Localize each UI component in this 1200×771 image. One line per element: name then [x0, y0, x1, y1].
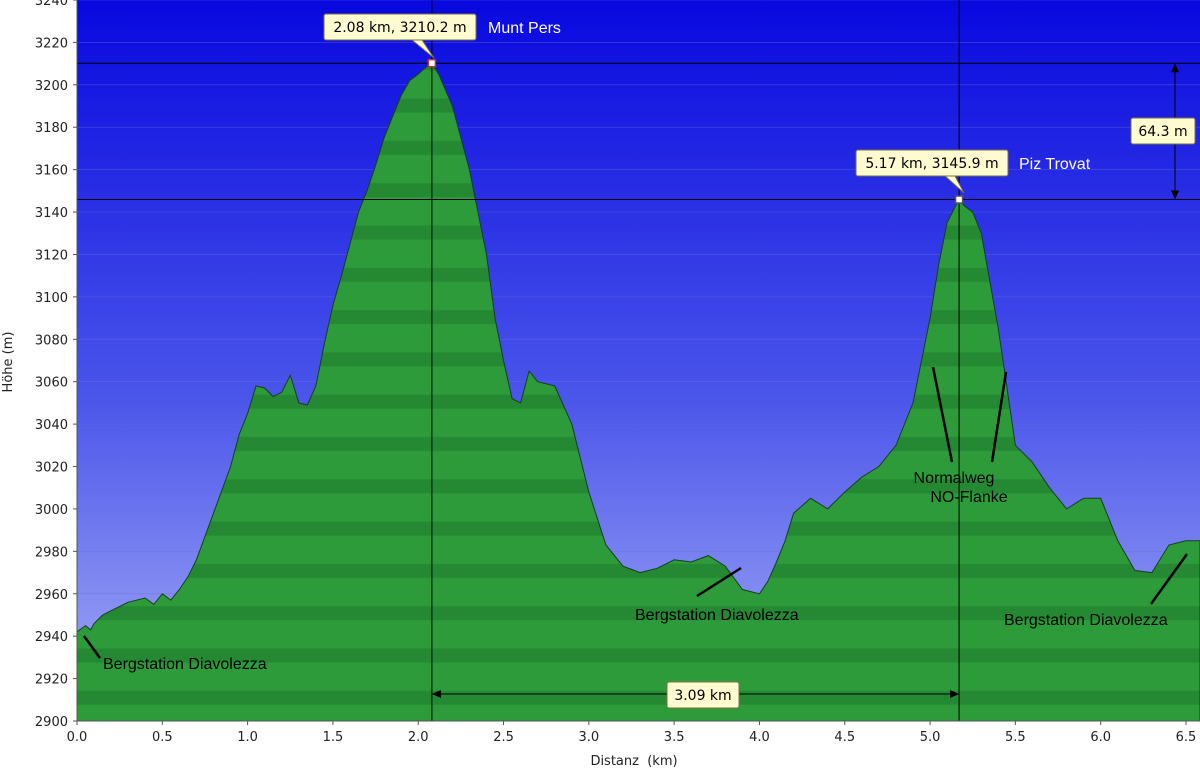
x-tick-label: 2.0 — [408, 730, 429, 745]
y-tick-label: 3120 — [35, 248, 68, 263]
y-tick-label: 2980 — [35, 545, 68, 560]
y-tick-label: 2920 — [35, 673, 68, 688]
x-tick-label: 0.5 — [152, 730, 173, 745]
x-tick-label: 4.0 — [749, 730, 770, 745]
callout-pointer — [943, 175, 965, 194]
x-tick-label: 5.5 — [1005, 730, 1026, 745]
x-tick-label: 2.5 — [493, 730, 514, 745]
annotation-bergstation-left: Bergstation Diavolezza — [103, 656, 267, 673]
marker-munt-pers-value: 2.08 km, 3210.2 m — [333, 20, 466, 36]
marker-piz-trovat: 5.17 km, 3145.9 m Piz Trovat — [855, 149, 1091, 204]
distance-label: 3.09 km — [674, 688, 731, 704]
marker-piz-trovat-point — [954, 195, 964, 204]
marker-piz-trovat-value: 5.17 km, 3145.9 m — [865, 156, 998, 172]
height-difference-measure: 64.3 m — [1130, 117, 1196, 145]
x-tick-label: 1.0 — [237, 730, 258, 745]
annotation-pointer-line — [1149, 553, 1189, 605]
y-tick-label: 2900 — [35, 715, 68, 730]
callout-pointer — [410, 39, 435, 59]
x-tick-label: 3.0 — [579, 730, 600, 745]
annotation-pointer-line — [990, 371, 1008, 463]
x-tick-label: 1.5 — [323, 730, 344, 745]
marker-munt-pers: 2.08 km, 3210.2 m Munt Pers — [323, 13, 561, 68]
arrowhead — [1171, 190, 1179, 200]
annotation-bergstation-middle: Bergstation Diavolezza — [635, 607, 799, 624]
annotation-pointers — [82, 366, 1189, 659]
marker-piz-trovat-name: Piz Trovat — [1019, 156, 1091, 173]
y-tick-label: 3020 — [35, 461, 68, 476]
height-difference-label-box — [1130, 117, 1196, 145]
arrowhead — [950, 690, 960, 698]
y-tick-labels: 2900 2920 2940 2960 2980 3000 3020 3040 3060 3080… — [35, 0, 77, 730]
annotation-normalweg: Normalweg — [914, 470, 995, 487]
x-tick-labels: 0.0 0.5 1.0 1.5 2.0 2.5 3.0 3.5 4.0 4.5 5.0 5.5 6.0 6… — [67, 721, 1197, 745]
marker-piz-trovat-callout — [855, 149, 1009, 177]
y-tick-label: 3140 — [35, 206, 68, 221]
annotation-pointer-line — [931, 366, 954, 463]
y-tick-label: 3220 — [35, 36, 68, 51]
y-tick-label: 2960 — [35, 588, 68, 603]
y-tick-label: 3240 — [35, 0, 68, 9]
y-tick-label: 3060 — [35, 376, 68, 391]
y-tick-label: 3040 — [35, 418, 68, 433]
y-tick-label: 3000 — [35, 503, 68, 518]
marker-munt-pers-name: Munt Pers — [488, 20, 561, 37]
height-difference-label: 64.3 m — [1138, 124, 1187, 140]
arrowhead — [431, 690, 441, 698]
y-tick-label: 2940 — [35, 630, 68, 645]
y-tick-label: 3200 — [35, 79, 68, 94]
elevation-area — [77, 62, 1200, 721]
x-tick-label: 6.0 — [1090, 730, 1111, 745]
distance-label-box — [666, 681, 740, 709]
annotation-pointer-line — [696, 566, 742, 598]
y-tick-label: 3180 — [35, 121, 68, 136]
annotation-no-flanke: NO-Flanke — [930, 489, 1007, 506]
annotation-pointer-line — [82, 635, 102, 659]
x-tick-label: 4.5 — [834, 730, 855, 745]
y-tick-label: 3100 — [35, 291, 68, 306]
arrowhead — [1171, 63, 1179, 73]
marker-munt-pers-callout — [323, 13, 477, 41]
x-axis-title: Distanz (km) — [590, 754, 677, 769]
x-tick-label: 0.0 — [67, 730, 88, 745]
annotation-bergstation-right: Bergstation Diavolezza — [1004, 612, 1168, 629]
y-tick-label: 3160 — [35, 164, 68, 179]
y-tick-label: 3080 — [35, 333, 68, 348]
x-tick-label: 6.5 — [1176, 730, 1197, 745]
y-axis-title: Höhe (m) — [1, 332, 16, 393]
x-tick-label: 3.5 — [664, 730, 685, 745]
distance-measure: 3.09 km — [666, 681, 740, 709]
x-tick-label: 5.0 — [920, 730, 941, 745]
marker-munt-pers-point — [427, 58, 437, 68]
